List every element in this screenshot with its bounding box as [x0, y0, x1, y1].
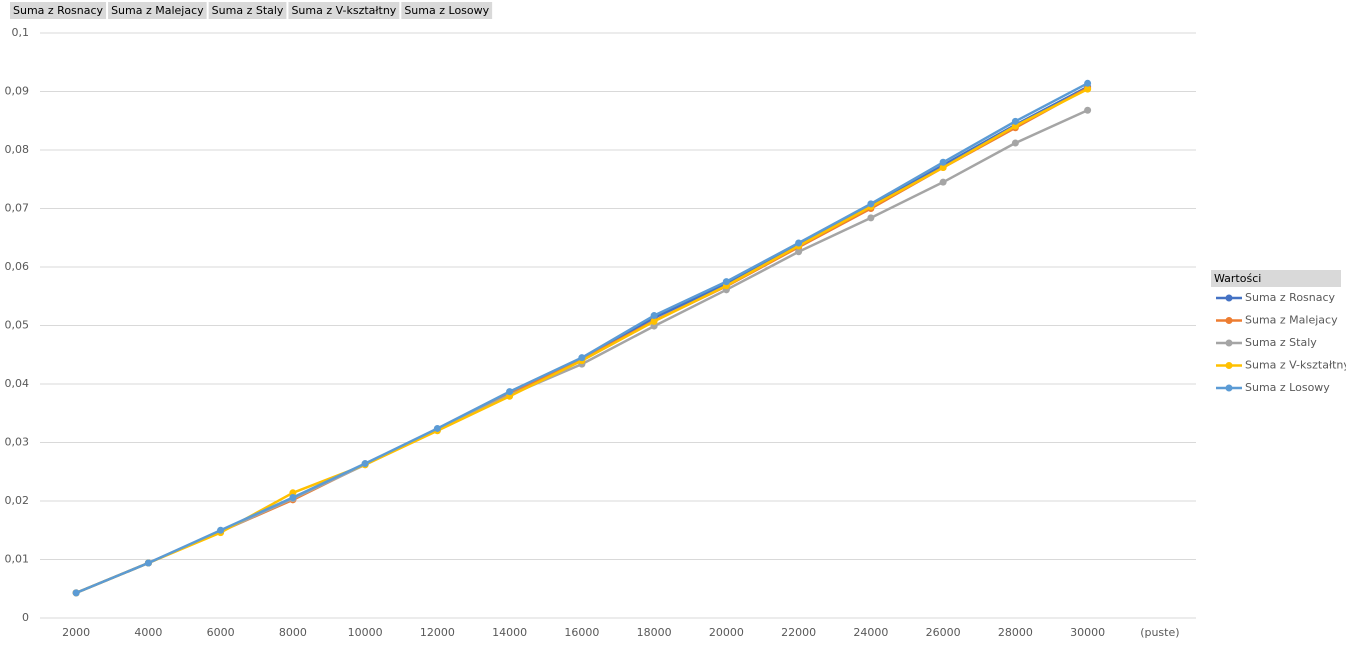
series-marker: [578, 354, 586, 362]
series-marker: [867, 214, 875, 222]
y-tick-label: 0,1: [12, 26, 30, 39]
x-tick-label: 20000: [709, 626, 744, 639]
legend-title-bg[interactable]: [1211, 270, 1341, 287]
x-tick-label: 4000: [134, 626, 162, 639]
x-tick-label: 24000: [853, 626, 888, 639]
x-tick-label: 6000: [207, 626, 235, 639]
legend-label: Suma z Rosnacy: [1245, 291, 1336, 304]
field-button-bg: [108, 2, 207, 19]
field-button[interactable]: Suma z Losowy: [401, 2, 493, 19]
y-tick-label: 0,04: [5, 377, 30, 390]
series-marker: [867, 200, 875, 208]
field-button[interactable]: Suma z Rosnacy: [10, 2, 107, 19]
series-marker: [361, 460, 369, 468]
series-marker: [72, 589, 80, 597]
legend-label: Suma z V-kształtny: [1245, 359, 1346, 372]
y-tick-label: 0,06: [5, 260, 30, 273]
series-line: [75, 82, 1089, 595]
series-marker: [939, 178, 947, 186]
series-marker: [939, 164, 947, 172]
x-tick-label: 16000: [564, 626, 599, 639]
series-marker: [1084, 106, 1092, 114]
series-marker: [1011, 117, 1019, 125]
x-tick-label: 28000: [998, 626, 1033, 639]
series-marker: [217, 526, 225, 534]
y-tick-label: 0,01: [5, 553, 30, 566]
field-button[interactable]: Suma z Malejacy: [108, 2, 207, 19]
y-tick-label: 0,08: [5, 143, 30, 156]
x-tick-label: 22000: [781, 626, 816, 639]
series-marker: [650, 312, 658, 320]
series-line: [75, 85, 1089, 595]
legend-marker: [1225, 362, 1233, 369]
x-tick-label: 26000: [926, 626, 961, 639]
field-button-label: Suma z Malejacy: [111, 4, 204, 17]
x-tick-label: 10000: [348, 626, 383, 639]
series-line: [75, 109, 1089, 595]
series-marker: [144, 559, 152, 567]
series-marker: [722, 278, 730, 286]
series-marker: [433, 424, 441, 432]
legend-marker: [1225, 384, 1233, 392]
field-button-label: Suma z Losowy: [404, 4, 489, 17]
series-marker: [939, 158, 947, 166]
series-marker: [289, 493, 297, 501]
x-tick-label: 18000: [637, 626, 672, 639]
legend-marker: [1225, 339, 1233, 347]
field-button-bg: [401, 2, 493, 19]
series-line: [75, 88, 1089, 595]
legend-label: Suma z Staly: [1245, 336, 1317, 349]
y-tick-label: 0,02: [5, 494, 30, 507]
x-tick-label: 8000: [279, 626, 307, 639]
legend-label: Suma z Malejacy: [1245, 314, 1338, 327]
x-tick-label: 30000: [1070, 626, 1105, 639]
field-button-bg: [208, 2, 287, 19]
field-button-bg: [10, 2, 107, 19]
series-marker: [1084, 85, 1092, 93]
legend-marker: [1225, 317, 1233, 324]
y-tick-label: 0,07: [5, 202, 30, 215]
x-tick-label: 14000: [492, 626, 527, 639]
legend-label: Suma z Losowy: [1245, 381, 1330, 394]
series-line: [75, 86, 1089, 595]
y-tick-label: 0,05: [5, 319, 30, 332]
legend-title: Wartości: [1214, 272, 1261, 285]
field-button-bg: [288, 2, 400, 19]
series-marker: [1084, 79, 1092, 87]
y-tick-label: 0,03: [5, 436, 30, 449]
field-button[interactable]: Suma z Staly: [208, 2, 287, 19]
x-tick-label: 12000: [420, 626, 455, 639]
legend-marker: [1225, 294, 1233, 302]
field-button-label: Suma z Rosnacy: [13, 4, 104, 17]
series-marker: [650, 317, 658, 325]
x-tick-label: (puste): [1140, 626, 1179, 639]
series-marker: [795, 239, 803, 247]
series-marker: [1011, 139, 1019, 147]
series-marker: [506, 388, 514, 396]
x-tick-label: 2000: [62, 626, 90, 639]
y-tick-label: 0,09: [5, 85, 30, 98]
field-button-label: Suma z V-kształtny: [291, 4, 396, 17]
y-tick-label: 0: [22, 611, 29, 624]
field-button[interactable]: Suma z V-kształtny: [288, 2, 400, 19]
field-button-label: Suma z Staly: [212, 4, 284, 17]
series-marker: [795, 248, 803, 256]
